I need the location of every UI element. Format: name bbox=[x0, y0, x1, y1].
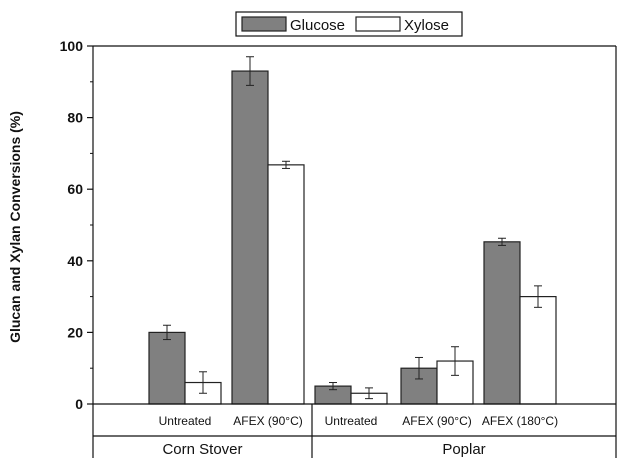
x-tick-label: AFEX (90°C) bbox=[402, 414, 471, 428]
y-tick-label: 60 bbox=[67, 181, 83, 197]
y-axis-label: Glucan and Xylan Conversions (%) bbox=[7, 111, 23, 343]
x-tick-label: Untreated bbox=[159, 414, 212, 428]
y-tick-label: 80 bbox=[67, 110, 83, 126]
bar-glucose-0 bbox=[148, 331, 186, 405]
legend-swatch-glucose bbox=[241, 16, 287, 32]
bars bbox=[148, 56, 557, 405]
y-tick-label: 40 bbox=[67, 253, 83, 269]
group-label: Corn Stover bbox=[162, 441, 242, 458]
bar-xylose-1 bbox=[267, 164, 305, 405]
legend-label-xylose: Xylose bbox=[404, 17, 449, 34]
legend-swatch-xylose bbox=[355, 16, 401, 32]
x-tick-label: AFEX (90°C) bbox=[233, 414, 302, 428]
bar-xylose-4 bbox=[519, 296, 557, 405]
bar-glucose-4 bbox=[483, 241, 521, 405]
y-axis: 0 20 40 60 80 100 bbox=[60, 38, 617, 458]
legend-label-glucose: Glucose bbox=[290, 17, 345, 34]
group-label: Poplar bbox=[442, 441, 485, 458]
legend: Glucose Xylose bbox=[235, 11, 463, 37]
x-tick-label: AFEX (180°C) bbox=[482, 414, 558, 428]
x-tick-label: Untreated bbox=[325, 414, 378, 428]
y-tick-label: 100 bbox=[60, 38, 84, 54]
bar-glucose-1 bbox=[231, 70, 269, 405]
y-tick-label: 20 bbox=[67, 324, 83, 340]
x-axis: Untreated AFEX (90°C) Untreated AFEX (90°C)… bbox=[93, 403, 617, 458]
y-tick-label: 0 bbox=[75, 396, 83, 412]
